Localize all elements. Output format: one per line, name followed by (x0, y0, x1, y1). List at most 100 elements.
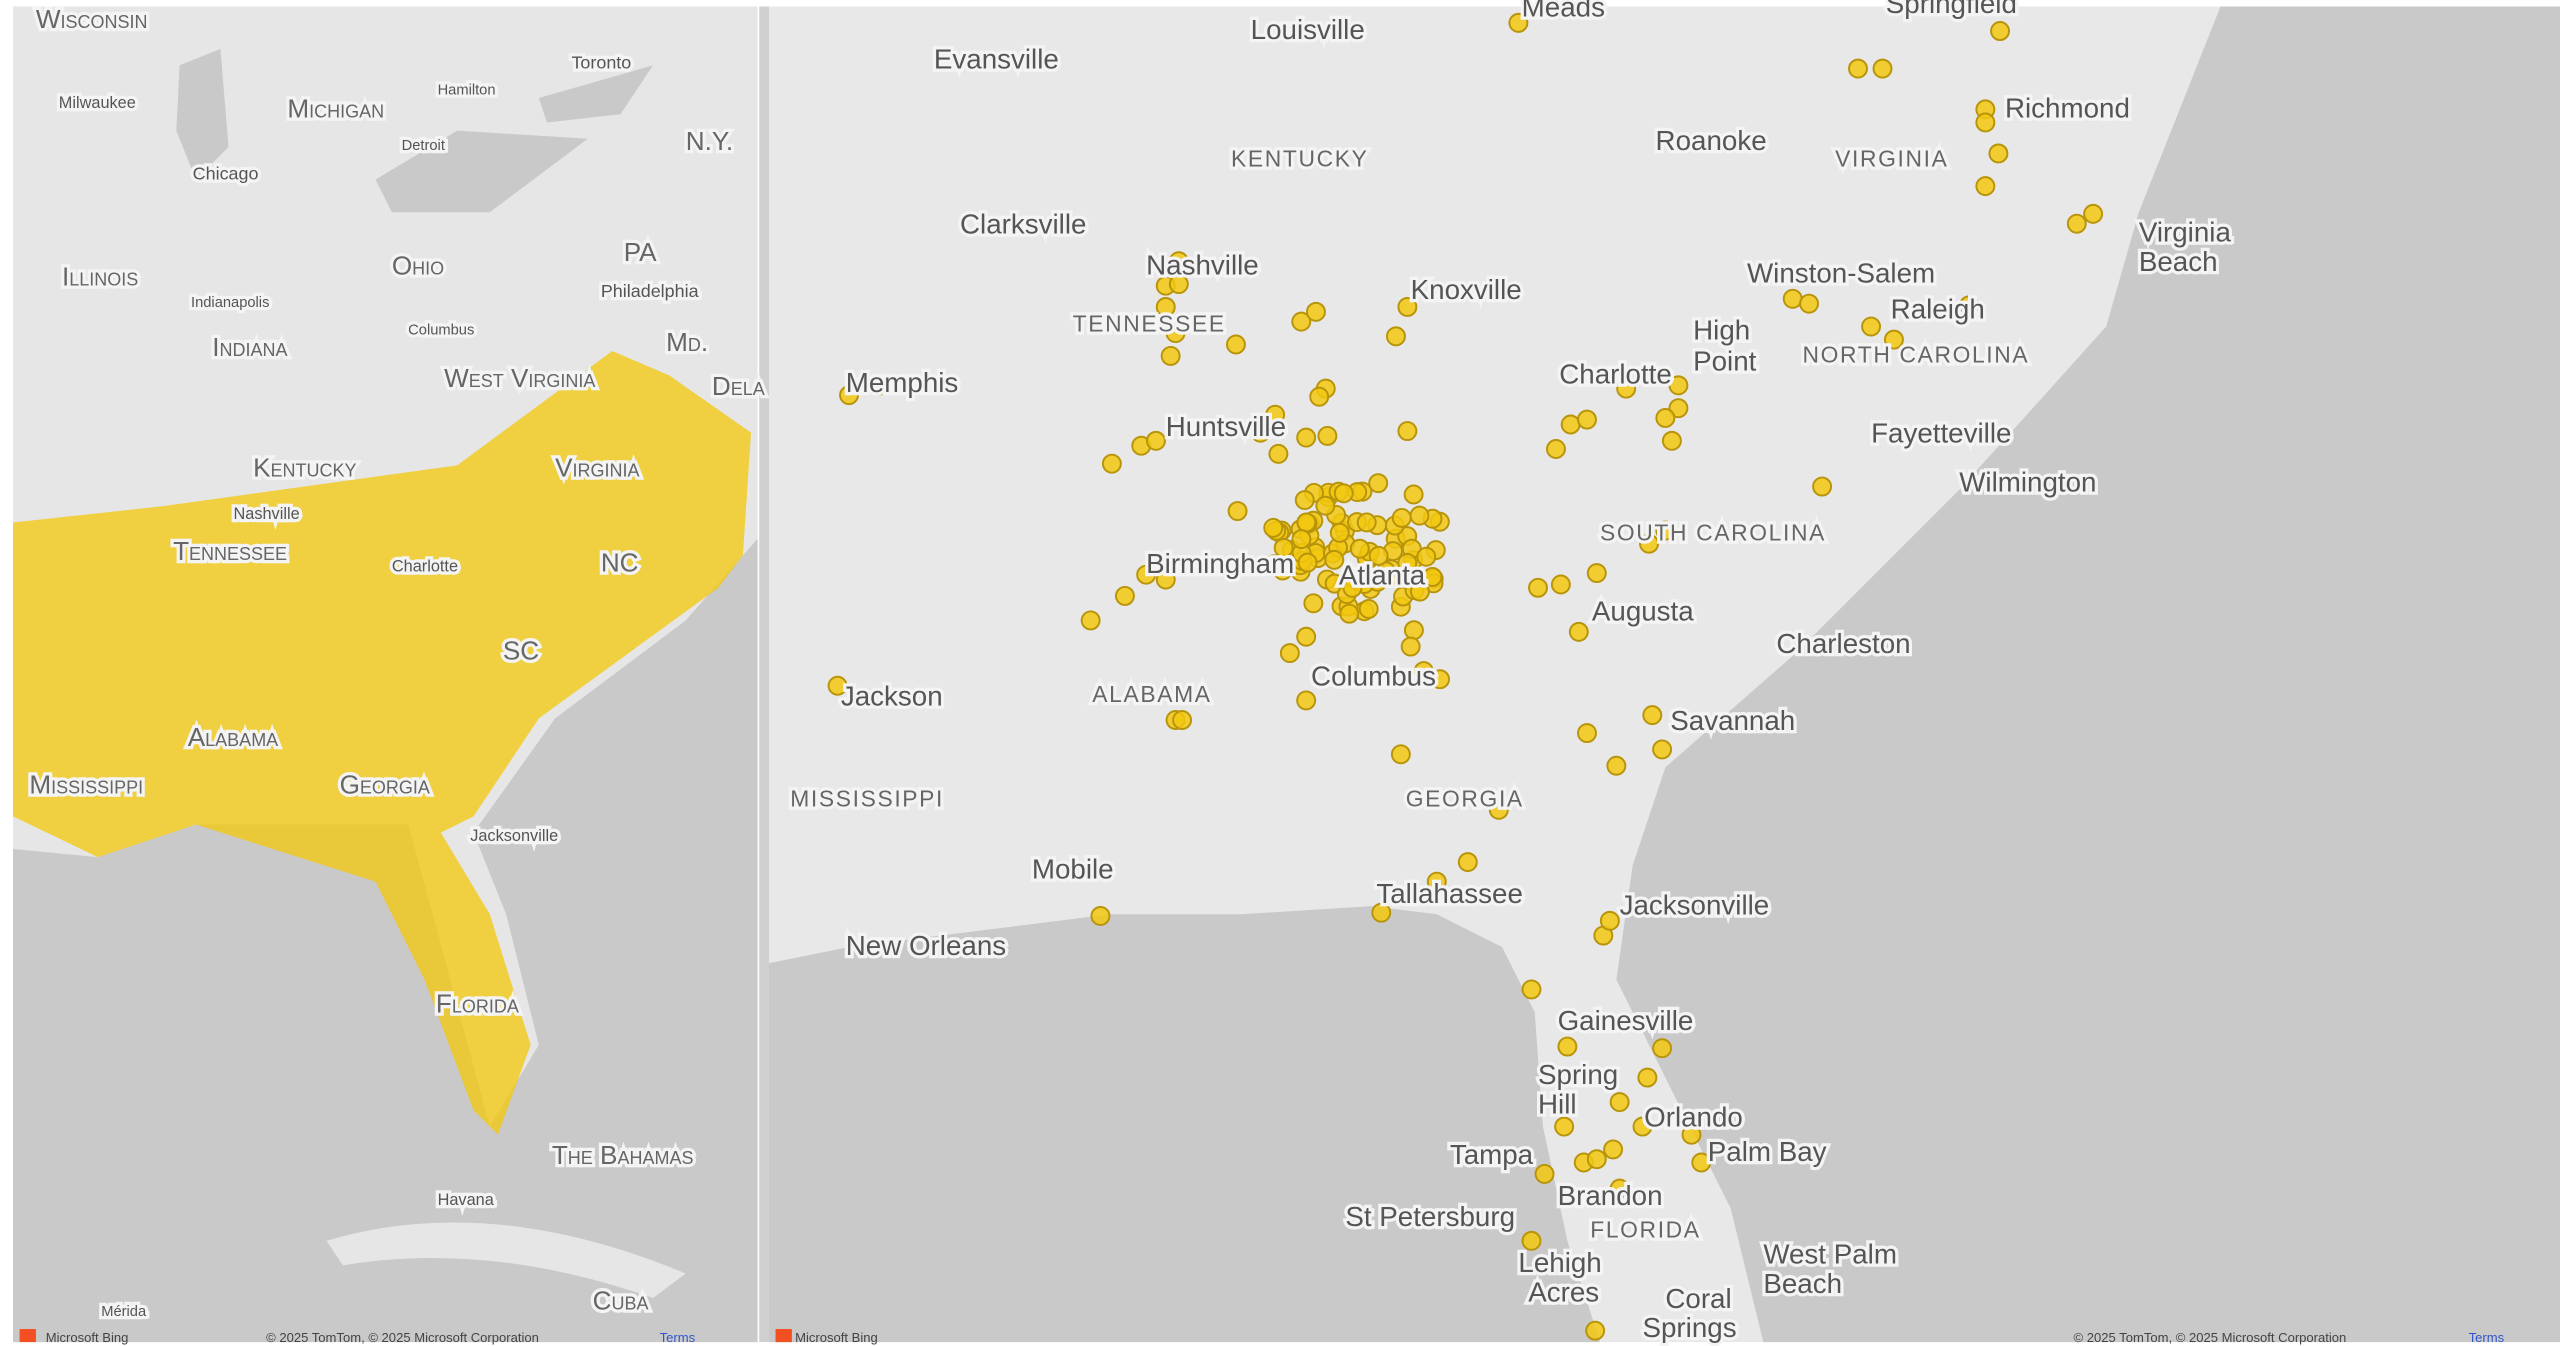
location-dot (1297, 552, 1318, 573)
location-dot (1577, 723, 1597, 744)
map-label: Huntsville (1166, 411, 1286, 442)
location-dot (1554, 1116, 1575, 1137)
location-dot (1296, 626, 1317, 647)
location-dot (1577, 409, 1597, 430)
location-dot (1668, 375, 1689, 396)
map-label: Winston-Salem (1747, 257, 1935, 288)
map-label: © 2025 TomTom, © 2025 Microsoft Corporat… (266, 1330, 539, 1345)
location-dot (827, 675, 848, 696)
map-label: Toronto (571, 53, 631, 73)
map-label: Charleston (1776, 628, 1910, 659)
location-dot (1114, 585, 1135, 606)
location-dot (1333, 483, 1354, 504)
location-dot (1303, 593, 1324, 614)
map-label[interactable]: Terms (2469, 1330, 2505, 1345)
map-label: Havana (438, 1191, 495, 1209)
map-label: Illinois (62, 262, 138, 292)
location-dot (2066, 213, 2087, 234)
location-dot (1409, 581, 1430, 602)
location-dot (1397, 421, 1418, 441)
map-label: Tallahassee (1376, 878, 1523, 909)
location-dot (1263, 554, 1284, 575)
location-dot (1160, 345, 1181, 366)
map-label: St Petersburg (1345, 1201, 1515, 1232)
location-dot (1603, 1139, 1624, 1160)
location-dot (1296, 690, 1317, 711)
location-dot (1356, 512, 1377, 533)
location-dot (1090, 905, 1111, 926)
location-dot (1534, 1163, 1555, 1184)
map-label: Columbus (408, 323, 474, 339)
location-dot (1413, 661, 1434, 681)
location-dot (1609, 1178, 1630, 1199)
location-dot (1101, 453, 1122, 474)
location-dot (1367, 571, 1388, 592)
map-label: NORTH CAROLINA (1803, 341, 2030, 367)
map-label: Jackson (841, 680, 943, 711)
map-label: Lehigh (1518, 1247, 1601, 1278)
location-dot (1585, 1320, 1606, 1341)
map-label: Nashville (1146, 249, 1259, 280)
location-dot (1309, 386, 1330, 407)
location-dot (1668, 398, 1689, 419)
location-dot (1528, 577, 1548, 598)
map-label: Fayetteville (1871, 417, 2011, 448)
location-dot (1426, 871, 1447, 892)
map-label: GEORGIA (1406, 786, 1524, 812)
map-label: ALABAMA (1092, 681, 1211, 707)
map-label: Springs (1642, 1312, 1736, 1343)
location-dot (1632, 1116, 1653, 1137)
map-label: Atlanta (1339, 560, 1426, 591)
location-dot (1294, 490, 1315, 511)
map-label: Gainesville (1558, 1005, 1694, 1036)
location-dot (1168, 274, 1189, 295)
location-dot (1586, 1149, 1607, 1170)
map-label: KENTUCKY (1231, 146, 1368, 172)
atlantic (1616, 6, 2560, 1343)
location-dot (1975, 112, 1996, 133)
map-label: Brandon (1558, 1180, 1663, 1211)
map-label[interactable]: Terms (660, 1330, 696, 1345)
map-label: Columbus (1311, 661, 1436, 692)
map-label: Wilmington (1959, 466, 2096, 497)
location-dot (1655, 520, 1676, 541)
location-dot (1422, 566, 1443, 587)
location-dot (1268, 443, 1289, 464)
location-dot (1568, 621, 1589, 642)
location-dot (1315, 495, 1336, 516)
map-label: Coral (1665, 1283, 1731, 1314)
location-dot (1521, 979, 1542, 1000)
location-dot (1397, 553, 1418, 573)
location-dot (1390, 744, 1411, 765)
map-label: VIRGINIA (1835, 146, 1948, 172)
map-label: Mobile (1032, 853, 1114, 884)
map-label: Alabama (188, 722, 278, 752)
location-dot (1358, 598, 1379, 619)
location-dot (1782, 288, 1803, 309)
location-dot (1324, 549, 1345, 570)
location-dot (1250, 422, 1271, 443)
location-dot (870, 375, 890, 396)
divider (759, 6, 770, 1343)
map-label: Chicago (193, 164, 259, 184)
location-dot (1172, 710, 1193, 730)
location-dot (1317, 425, 1338, 446)
map-label: Mérida (101, 1304, 147, 1320)
map-label: NC (601, 547, 639, 577)
location-dot (1975, 176, 1996, 197)
map-label: MISSISSIPPI (790, 786, 944, 812)
location-dot (1296, 427, 1317, 448)
map-label: Microsoft Bing (795, 1330, 878, 1345)
map-label: Microsoft Bing (46, 1330, 129, 1345)
location-dot (1416, 546, 1437, 567)
location-dot (1296, 512, 1317, 533)
location-dot (1557, 1036, 1578, 1057)
location-dot (2083, 203, 2104, 224)
location-dot (1848, 58, 1868, 79)
map-label: Beach (1763, 1268, 1842, 1299)
location-dot (1080, 610, 1101, 631)
location-dot (1165, 323, 1186, 344)
location-dot (1959, 295, 1979, 316)
map-label: Kentucky (253, 453, 356, 483)
